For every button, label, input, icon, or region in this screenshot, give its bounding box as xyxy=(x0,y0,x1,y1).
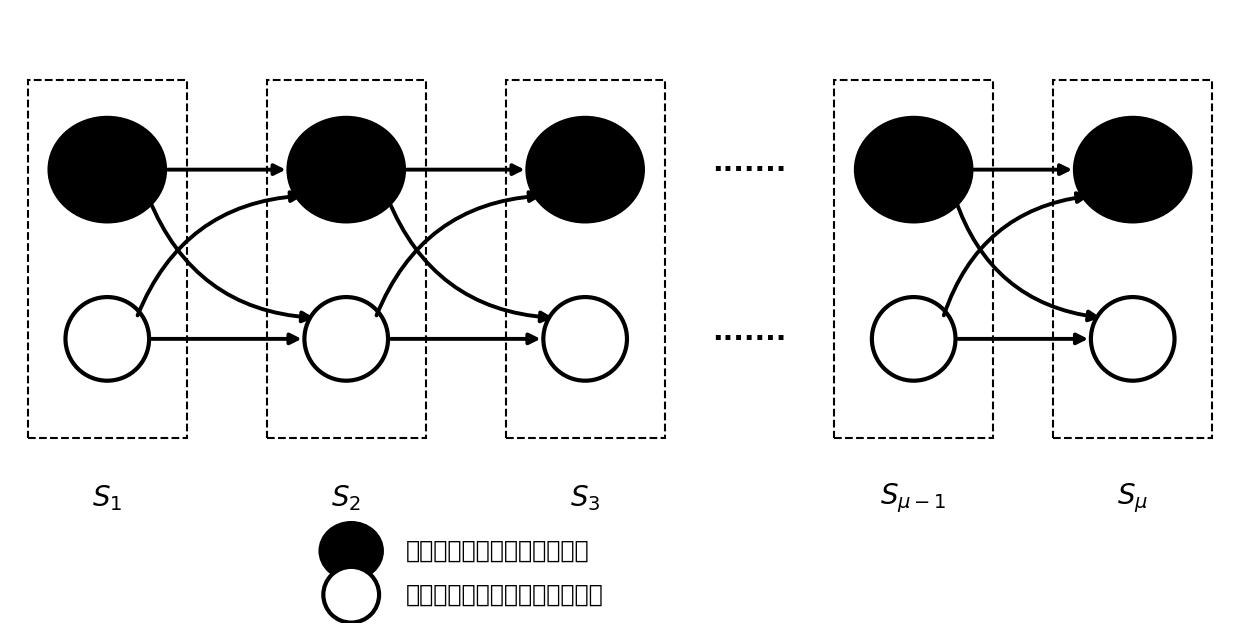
Text: $S_{\mu -1}$: $S_{\mu -1}$ xyxy=(880,481,947,515)
Circle shape xyxy=(324,567,379,623)
Text: $S_1$: $S_1$ xyxy=(92,483,123,513)
Bar xyxy=(27,80,187,439)
Bar xyxy=(1053,80,1213,439)
Text: $S_2$: $S_2$ xyxy=(331,483,361,513)
Circle shape xyxy=(543,297,627,381)
Ellipse shape xyxy=(1075,118,1190,222)
Text: $S_3$: $S_3$ xyxy=(570,483,600,513)
Text: $S_{\mu}$: $S_{\mu}$ xyxy=(1117,481,1148,515)
Text: 路径权値矩阵中发生改变的边: 路径权値矩阵中发生改变的边 xyxy=(405,539,589,563)
Text: ·······: ······· xyxy=(712,325,786,353)
Text: 路径权値矩阵中未发生改变的边: 路径权値矩阵中未发生改变的边 xyxy=(405,583,604,607)
Ellipse shape xyxy=(320,523,382,579)
Bar xyxy=(267,80,425,439)
Circle shape xyxy=(872,297,956,381)
Text: ·······: ······· xyxy=(712,155,786,183)
Bar xyxy=(506,80,665,439)
Ellipse shape xyxy=(856,118,971,222)
Circle shape xyxy=(304,297,388,381)
Bar xyxy=(835,80,993,439)
Circle shape xyxy=(66,297,149,381)
Ellipse shape xyxy=(527,118,642,222)
Ellipse shape xyxy=(50,118,165,222)
Circle shape xyxy=(1091,297,1174,381)
Ellipse shape xyxy=(289,118,404,222)
